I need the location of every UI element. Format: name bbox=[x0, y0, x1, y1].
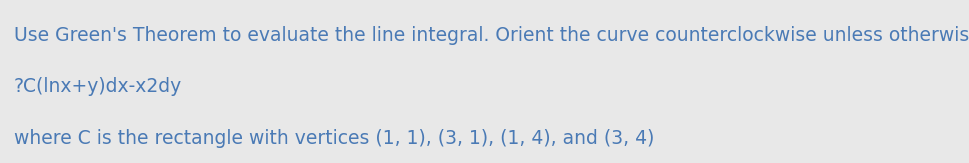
Text: Use Green's Theorem to evaluate the line integral. Orient the curve counterclock: Use Green's Theorem to evaluate the line… bbox=[15, 26, 969, 45]
Text: where C is the rectangle with vertices (1, 1), (3, 1), (1, 4), and (3, 4): where C is the rectangle with vertices (… bbox=[15, 129, 654, 148]
Text: ?C(lnx+y)dx-x2dy: ?C(lnx+y)dx-x2dy bbox=[15, 77, 182, 96]
